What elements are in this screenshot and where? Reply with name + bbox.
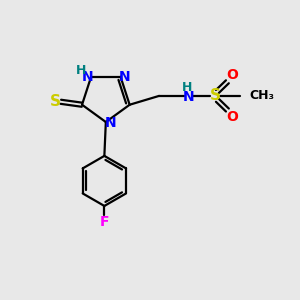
Text: S: S [209,88,220,104]
Text: H: H [182,81,192,94]
Text: F: F [100,214,109,229]
Text: H: H [76,64,86,77]
Text: N: N [82,70,93,84]
Text: CH₃: CH₃ [249,89,274,102]
Text: O: O [226,68,238,82]
Text: O: O [226,110,238,124]
Text: N: N [118,70,130,84]
Text: N: N [183,90,194,104]
Text: N: N [104,116,116,130]
Text: S: S [50,94,60,109]
